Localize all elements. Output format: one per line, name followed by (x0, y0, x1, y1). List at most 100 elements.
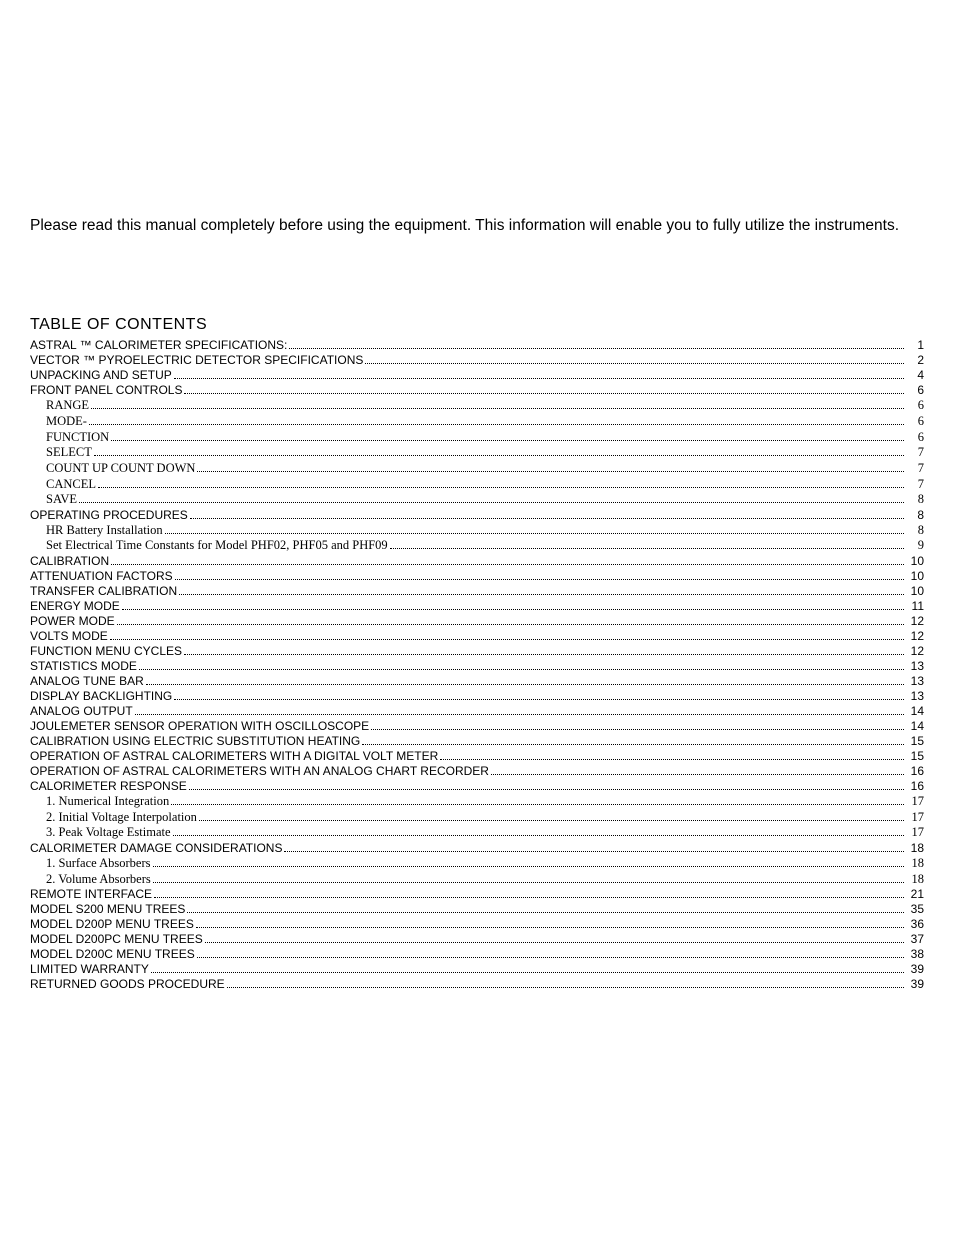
toc-list: ASTRAL ™ CALORIMETER SPECIFICATIONS: 1 VEC… (30, 338, 924, 992)
toc-entry-label: CALIBRATION (30, 554, 109, 569)
toc-leader-dots (362, 734, 904, 745)
toc-entry-label: FUNCTION MENU CYCLES (30, 644, 182, 659)
toc-entry-page: 10 (906, 584, 924, 599)
toc-entry-label: ATTENUATION FACTORS (30, 569, 173, 584)
toc-leader-dots (171, 794, 904, 805)
toc-entry: POWER MODE 12 (30, 614, 924, 629)
toc-entry-label: MODE- (46, 414, 87, 430)
toc-entry-page: 14 (906, 719, 924, 734)
toc-entry-page: 17 (906, 794, 924, 810)
toc-entry-label: OPERATING PROCEDURES (30, 508, 188, 523)
toc-entry-page: 12 (906, 614, 924, 629)
toc-leader-dots (139, 659, 904, 670)
toc-entry-page: 8 (906, 508, 924, 523)
toc-leader-dots (117, 614, 904, 625)
toc-entry: 2. Volume Absorbers18 (30, 872, 924, 888)
toc-entry: 1. Numerical Integration17 (30, 794, 924, 810)
toc-leader-dots (284, 841, 904, 852)
toc-entry-label: POWER MODE (30, 614, 115, 629)
toc-entry: SELECT7 (30, 445, 924, 461)
toc-leader-dots (175, 569, 904, 580)
toc-entry-page: 1 (906, 338, 924, 353)
toc-entry-page: 18 (906, 856, 924, 872)
toc-entry-label: FRONT PANEL CONTROLS (30, 383, 182, 398)
toc-entry: ENERGY MODE 11 (30, 599, 924, 614)
toc-entry-label: RANGE (46, 398, 89, 414)
toc-entry-label: DISPLAY BACKLIGHTING (30, 689, 172, 704)
toc-entry: LIMITED WARRANTY 39 (30, 962, 924, 977)
toc-entry-page: 9 (906, 538, 924, 554)
toc-entry-page: 15 (906, 734, 924, 749)
toc-entry-label: ASTRAL ™ CALORIMETER SPECIFICATIONS: (30, 338, 287, 353)
toc-entry-page: 7 (906, 445, 924, 461)
toc-entry-label: SAVE (46, 492, 77, 508)
toc-entry: CALORIMETER DAMAGE CONSIDERATIONS 18 (30, 841, 924, 856)
toc-entry: ANALOG OUTPUT14 (30, 704, 924, 719)
toc-entry: UNPACKING AND SETUP 4 (30, 368, 924, 383)
toc-entry: MODEL D200P MENU TREES36 (30, 917, 924, 932)
toc-entry-label: CALIBRATION USING ELECTRIC SUBSTITUTION … (30, 734, 360, 749)
toc-leader-dots (165, 523, 904, 534)
toc-entry-label: MODEL D200C MENU TREES (30, 947, 195, 962)
toc-entry: ATTENUATION FACTORS10 (30, 569, 924, 584)
toc-entry-label: ENERGY MODE (30, 599, 120, 614)
toc-entry-page: 21 (906, 887, 924, 902)
toc-leader-dots (153, 856, 905, 867)
toc-entry-label: ANALOG OUTPUT (30, 704, 133, 719)
toc-entry-page: 37 (906, 932, 924, 947)
toc-entry: FUNCTION MENU CYCLES12 (30, 644, 924, 659)
toc-entry: MODEL D200C MENU TREES38 (30, 947, 924, 962)
toc-entry-page: 39 (906, 962, 924, 977)
toc-leader-dots (174, 369, 904, 380)
toc-entry-label: CALORIMETER RESPONSE (30, 779, 187, 794)
toc-entry-label: MODEL D200PC MENU TREES (30, 932, 203, 947)
toc-entry-page: 18 (906, 841, 924, 856)
toc-entry-page: 35 (906, 902, 924, 917)
toc-entry-page: 4 (906, 368, 924, 383)
toc-entry-page: 16 (906, 779, 924, 794)
toc-entry-page: 18 (906, 872, 924, 888)
toc-leader-dots (94, 446, 904, 457)
toc-heading: TABLE OF CONTENTS (30, 316, 924, 334)
toc-leader-dots (196, 918, 904, 929)
toc-entry-page: 6 (906, 398, 924, 414)
toc-entry: FUNCTION6 (30, 430, 924, 446)
toc-entry-label: OPERATION OF ASTRAL CALORIMETERS WITH AN… (30, 764, 489, 779)
toc-entry-page: 7 (906, 477, 924, 493)
toc-entry: CALIBRATION USING ELECTRIC SUBSTITUTION … (30, 734, 924, 749)
toc-entry-page: 12 (906, 629, 924, 644)
toc-leader-dots (491, 764, 904, 775)
toc-entry: 2. Initial Voltage Interpolation17 (30, 810, 924, 826)
toc-leader-dots (190, 508, 904, 519)
toc-entry: CALIBRATION10 (30, 554, 924, 569)
toc-entry: REMOTE INTERFACE21 (30, 887, 924, 902)
toc-entry-label: COUNT UP COUNT DOWN (46, 461, 195, 477)
toc-leader-dots (153, 872, 904, 883)
toc-entry: VOLTS MODE12 (30, 629, 924, 644)
toc-entry: ANALOG TUNE BAR13 (30, 674, 924, 689)
toc-leader-dots (189, 779, 904, 790)
toc-leader-dots (110, 629, 904, 640)
toc-entry-page: 16 (906, 764, 924, 779)
toc-entry-label: STATISTICS MODE (30, 659, 137, 674)
toc-entry: Set Electrical Time Constants for Model … (30, 538, 924, 554)
toc-entry-label: 2. Initial Voltage Interpolation (46, 810, 197, 826)
toc-entry-page: 15 (906, 749, 924, 764)
toc-entry: 1. Surface Absorbers18 (30, 856, 924, 872)
toc-entry-page: 11 (906, 599, 924, 614)
toc-leader-dots (151, 963, 904, 974)
toc-leader-dots (98, 477, 904, 488)
toc-entry: STATISTICS MODE13 (30, 659, 924, 674)
toc-leader-dots (91, 399, 904, 410)
toc-entry-page: 6 (906, 414, 924, 430)
toc-entry-label: CALORIMETER DAMAGE CONSIDERATIONS (30, 841, 282, 856)
toc-entry: VECTOR ™ PYROELECTRIC DETECTOR SPECIFICA… (30, 353, 924, 368)
toc-leader-dots (289, 339, 904, 350)
toc-entry-label: LIMITED WARRANTY (30, 962, 149, 977)
toc-entry: RANGE 6 (30, 398, 924, 414)
toc-entry-label: VECTOR ™ PYROELECTRIC DETECTOR SPECIFICA… (30, 353, 363, 368)
toc-entry-page: 13 (906, 689, 924, 704)
toc-entry-label: UNPACKING AND SETUP (30, 368, 172, 383)
document-page: Please read this manual completely befor… (0, 0, 954, 1052)
toc-entry-label: HR Battery Installation (46, 523, 163, 539)
